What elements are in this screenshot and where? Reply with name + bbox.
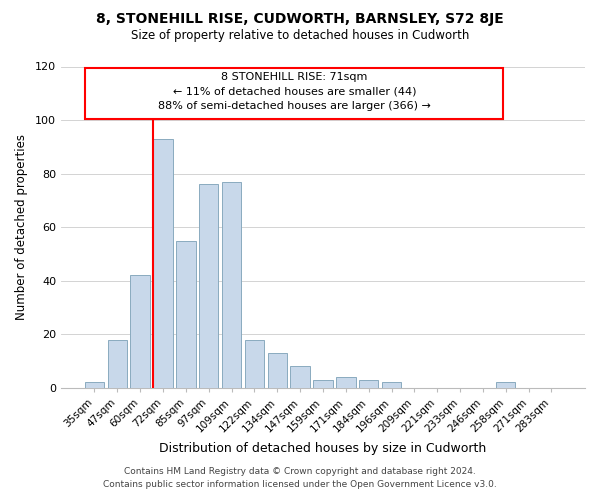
Bar bbox=[245, 340, 264, 388]
Bar bbox=[199, 184, 218, 388]
FancyBboxPatch shape bbox=[85, 68, 503, 118]
Bar bbox=[154, 139, 173, 388]
Bar bbox=[290, 366, 310, 388]
Text: 8 STONEHILL RISE: 71sqm
← 11% of detached houses are smaller (44)
88% of semi-de: 8 STONEHILL RISE: 71sqm ← 11% of detache… bbox=[158, 72, 431, 110]
Y-axis label: Number of detached properties: Number of detached properties bbox=[15, 134, 28, 320]
Bar bbox=[313, 380, 332, 388]
Bar bbox=[382, 382, 401, 388]
Bar bbox=[107, 340, 127, 388]
Bar bbox=[496, 382, 515, 388]
Bar bbox=[176, 240, 196, 388]
Bar bbox=[336, 377, 356, 388]
Text: Contains HM Land Registry data © Crown copyright and database right 2024.
Contai: Contains HM Land Registry data © Crown c… bbox=[103, 468, 497, 489]
Bar bbox=[85, 382, 104, 388]
Text: Size of property relative to detached houses in Cudworth: Size of property relative to detached ho… bbox=[131, 29, 469, 42]
Bar bbox=[222, 182, 241, 388]
Text: 8, STONEHILL RISE, CUDWORTH, BARNSLEY, S72 8JE: 8, STONEHILL RISE, CUDWORTH, BARNSLEY, S… bbox=[96, 12, 504, 26]
X-axis label: Distribution of detached houses by size in Cudworth: Distribution of detached houses by size … bbox=[160, 442, 487, 455]
Bar bbox=[268, 353, 287, 388]
Bar bbox=[359, 380, 379, 388]
Bar bbox=[130, 276, 150, 388]
